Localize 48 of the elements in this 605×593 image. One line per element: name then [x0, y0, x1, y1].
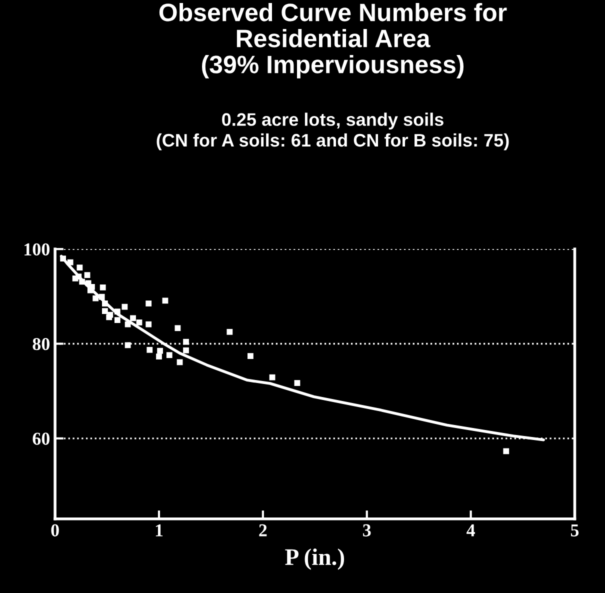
point — [503, 448, 510, 454]
point — [87, 287, 94, 294]
y-tick-label: 80 — [32, 338, 50, 350]
x-tick-label: 3 — [363, 524, 371, 536]
point — [79, 278, 86, 285]
point — [156, 354, 162, 360]
point — [114, 308, 120, 314]
point — [146, 346, 153, 353]
chart-title: Observed Curve Numbers for Residential Area (39% Imperviousness) — [159, 2, 507, 78]
y-tick-label: 100 — [24, 243, 50, 256]
point — [294, 380, 300, 386]
point — [136, 319, 142, 326]
y-tick-label: 60 — [32, 432, 50, 445]
point — [130, 315, 136, 322]
point — [122, 304, 128, 310]
point — [100, 284, 106, 290]
point — [102, 300, 108, 306]
point — [248, 353, 254, 359]
point — [146, 300, 152, 306]
point — [106, 314, 112, 320]
point — [76, 274, 82, 280]
point — [183, 347, 189, 354]
chart-subtitle: 0.25 acre lots, sandy soils (CN for A soils: 61 and CN for B soils: 75) — [156, 112, 509, 150]
point — [98, 294, 105, 300]
x-tick-label: 4 — [466, 524, 475, 536]
point — [157, 348, 163, 354]
x-tick-label: 1 — [156, 524, 163, 536]
point — [166, 352, 172, 358]
point — [84, 272, 90, 278]
x-axis-title: P (in.) — [285, 548, 344, 570]
point — [269, 374, 276, 380]
point — [174, 325, 181, 332]
point — [124, 321, 131, 328]
point — [67, 259, 74, 266]
point — [76, 264, 83, 270]
point — [176, 359, 183, 366]
point — [146, 321, 152, 328]
point — [183, 338, 189, 345]
point — [60, 256, 66, 262]
x-tick-label: 0 — [51, 524, 59, 536]
point — [226, 328, 233, 335]
point — [102, 308, 108, 314]
x-tick-label: 2 — [259, 524, 267, 536]
x-tick-label: 5 — [570, 524, 579, 536]
point — [162, 298, 168, 304]
point — [124, 342, 131, 348]
point — [114, 317, 120, 324]
point — [92, 295, 99, 302]
